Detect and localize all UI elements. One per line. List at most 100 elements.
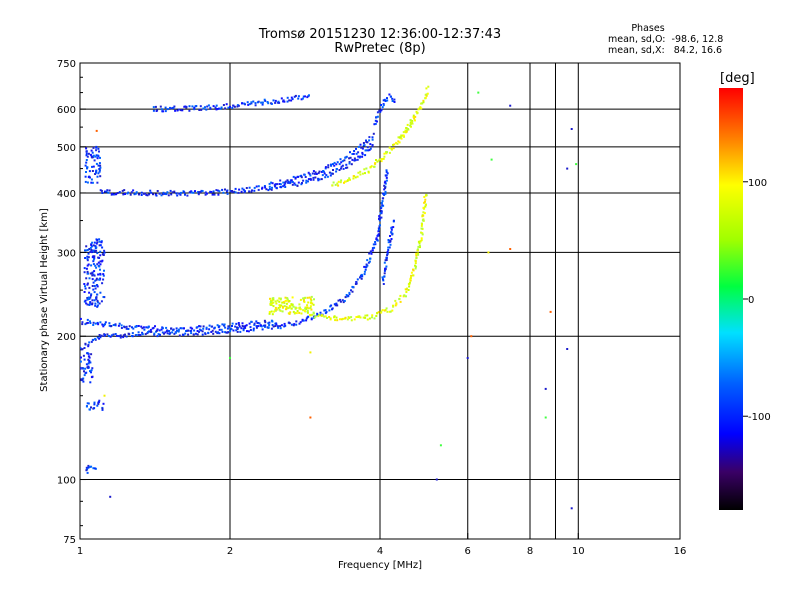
data-point [246,330,248,333]
data-point [86,297,89,299]
data-point [355,316,358,318]
data-point [291,183,294,186]
data-point [285,305,288,308]
data-point [80,366,82,369]
data-point [83,370,85,373]
data-point [142,326,145,329]
data-point [385,152,388,155]
data-point [277,100,280,103]
data-point [196,326,199,329]
data-point [152,106,155,109]
data-point [150,330,153,333]
data-point [254,104,257,107]
data-point [196,333,199,336]
data-point [114,323,117,326]
data-point [383,152,386,155]
data-point [283,322,286,325]
data-point [323,315,326,318]
data-point [398,141,401,144]
data-point [377,227,380,230]
data-point [324,315,327,318]
data-point [466,357,469,359]
data-point [272,305,275,308]
data-point [107,191,110,194]
data-point [364,154,367,157]
data-point [81,323,84,326]
data-point [207,331,210,334]
data-point [384,192,387,195]
data-point [382,279,385,282]
data-point [336,319,339,322]
data-point [301,319,304,322]
data-point [228,326,231,329]
data-point [103,269,105,272]
data-point [263,185,266,187]
data-point [344,296,347,299]
data-point [312,170,315,173]
data-point [390,228,393,231]
data-point [89,301,92,304]
data-point [88,356,91,359]
data-point [337,184,340,187]
data-point [183,191,186,194]
data-point [383,269,386,272]
data-point [380,310,383,313]
data-point [293,95,296,98]
data-point [310,299,313,302]
data-point [363,270,366,273]
data-point [89,250,92,253]
data-point [274,300,277,303]
data-point [95,238,98,241]
data-point [328,171,331,174]
data-point [408,285,411,288]
data-point [114,333,117,335]
data-point [336,161,339,164]
data-point [396,142,399,145]
data-point [97,147,100,150]
data-point [415,110,418,113]
data-point [271,324,274,326]
data-point [308,296,311,299]
data-point [335,170,338,173]
data-point [357,145,360,148]
data-point [174,109,177,112]
data-point [330,164,333,167]
data-point [182,327,185,330]
data-point [141,327,144,330]
data-point [392,305,395,308]
data-point [242,329,245,332]
data-point [101,246,104,249]
data-point [80,347,82,350]
data-point [295,312,298,315]
data-point [294,183,297,186]
data-point [298,322,301,325]
data-point [95,246,98,249]
data-point [368,148,371,151]
data-point [118,335,121,338]
data-point [85,469,88,472]
data-point [299,308,302,311]
data-point [215,104,218,107]
data-point [302,297,305,300]
data-point [264,324,267,327]
data-point [305,308,308,310]
data-point [387,249,390,251]
data-point [329,317,332,320]
data-point [384,267,387,270]
data-point [198,325,201,328]
data-point [122,336,125,339]
data-point [93,285,96,287]
data-point [356,175,359,178]
data-point [190,191,193,194]
data-point [95,146,98,149]
data-point [91,165,93,168]
data-point [123,326,126,329]
data-point [278,297,281,300]
data-point [348,161,351,164]
data-point [261,186,264,189]
data-point [268,312,271,315]
data-point [241,102,243,105]
data-point [84,257,87,259]
data-point [311,313,314,316]
data-point [169,332,172,335]
